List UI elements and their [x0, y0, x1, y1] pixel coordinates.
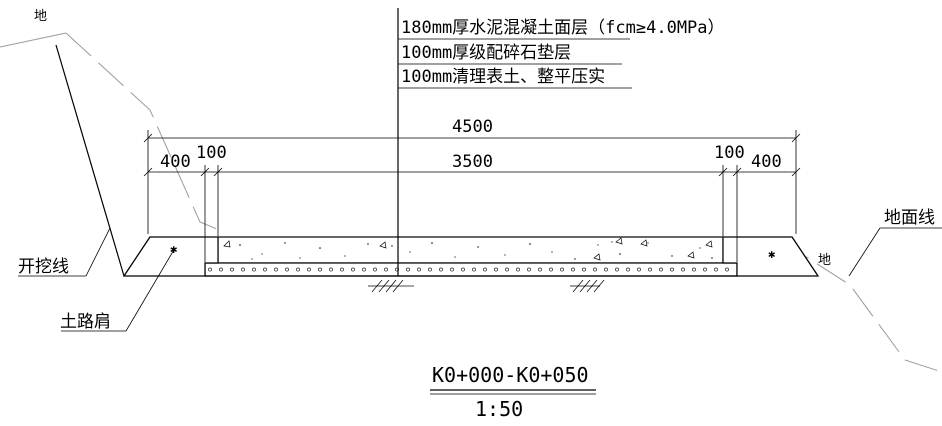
title-station: K0+000-K0+050	[432, 363, 589, 387]
gravel-dot	[318, 267, 322, 272]
compacted-earth-symbol	[368, 279, 605, 293]
dimension-left-edge: 100	[196, 143, 227, 163]
dimension-right-shoulder: 400	[751, 152, 782, 172]
gravel-dot	[285, 267, 289, 272]
label-ground-mark-right: 地	[818, 253, 831, 268]
gravel-dot	[714, 267, 718, 272]
gravel-dot	[560, 267, 564, 272]
gravel-dot	[417, 267, 421, 272]
gravel-dot	[362, 267, 366, 272]
gravel-dot	[208, 267, 212, 272]
gravel-dot	[527, 267, 531, 272]
layer-callout-leader	[397, 8, 632, 276]
gravel-dot	[615, 267, 619, 272]
gravel-dot	[439, 267, 443, 272]
dimension-pavement: 3500	[452, 152, 493, 172]
gravel-dot	[428, 267, 432, 272]
gravel-dot	[505, 267, 509, 272]
gravel-dot	[450, 267, 454, 272]
gravel-dot	[582, 267, 586, 272]
gravel-dot	[648, 267, 652, 272]
gravel-dot	[274, 267, 278, 272]
gravel-dot	[494, 267, 498, 272]
gravel-dot	[230, 267, 234, 272]
gravel-dot	[725, 267, 729, 272]
layer-label-concrete: 180mm厚水泥混凝土面层（fcm≥4.0MPa）	[401, 18, 725, 38]
label-ground-mark-left: 地	[34, 9, 47, 24]
gravel-dot	[670, 267, 674, 272]
gravel-dot	[538, 267, 542, 272]
dimension-lines	[143, 130, 801, 262]
gravel-dot	[604, 267, 608, 272]
gravel-dot	[219, 267, 223, 272]
dimension-right-edge: 100	[714, 143, 745, 163]
gravel-dot	[340, 267, 344, 272]
label-earth-shoulder: 土路肩	[60, 312, 111, 332]
gravel-dot	[252, 267, 256, 272]
gravel-dot	[637, 267, 641, 272]
gravel-dot	[241, 267, 245, 272]
gravel-dot	[406, 267, 410, 272]
gravel-dot	[516, 267, 520, 272]
layer-label-gravel: 100mm厚级配碎石垫层	[401, 43, 571, 63]
gravel-dot	[626, 267, 630, 272]
shoulder-symbol-left: ✱	[170, 242, 177, 256]
gravel-dot	[549, 267, 553, 272]
title-scale: 1:50	[475, 397, 523, 421]
label-ground-line: 地面线	[884, 208, 935, 228]
gravel-dot	[263, 267, 267, 272]
gravel-dot	[373, 267, 377, 272]
layer-label-subgrade: 100mm清理表土、整平压实	[401, 67, 605, 87]
gravel-dot	[296, 267, 300, 272]
gravel-dot	[483, 267, 487, 272]
label-excavation-line: 开挖线	[18, 257, 69, 277]
gravel-dot	[329, 267, 333, 272]
label-leaders	[18, 227, 942, 332]
concrete-texture	[239, 241, 713, 260]
gravel-dot	[681, 267, 685, 272]
gravel-dot	[307, 267, 311, 272]
gravel-dot	[571, 267, 575, 272]
dimension-left-shoulder: 400	[160, 152, 191, 172]
gravel-texture	[208, 267, 729, 272]
gravel-dot	[692, 267, 696, 272]
gravel-dot	[659, 267, 663, 272]
gravel-dot	[472, 267, 476, 272]
gravel-dot	[461, 267, 465, 272]
gravel-dot	[384, 267, 388, 272]
shoulder-symbol-right: ✱	[768, 247, 775, 261]
gravel-dot	[703, 267, 707, 272]
gravel-dot	[351, 267, 355, 272]
gravel-dot	[593, 267, 597, 272]
pavement-structure	[122, 236, 820, 293]
dimension-total: 4500	[452, 117, 493, 137]
concrete-triangles	[223, 237, 713, 261]
ground-profile-lines	[0, 32, 942, 373]
